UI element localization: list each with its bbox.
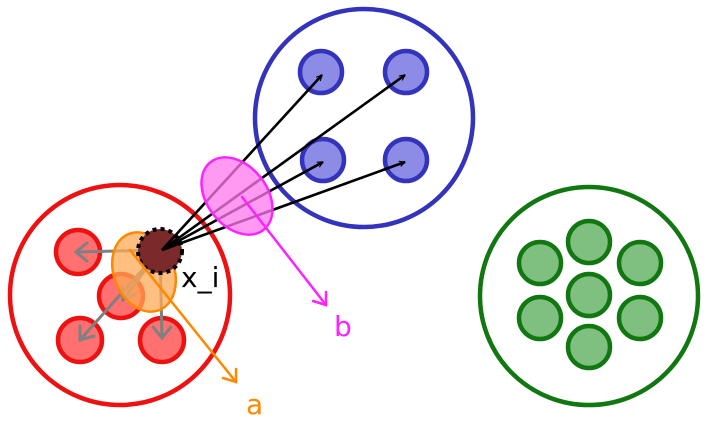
gray-arrow-head [78,324,96,342]
green-point [516,239,564,287]
gray-arrow-head [151,325,173,341]
magenta-arrow-b [240,195,328,307]
green-cluster [477,184,701,408]
red-cluster-boundary [7,182,233,408]
green-point [516,294,564,342]
green-point [565,218,613,266]
blue-point [382,136,430,184]
black-arrow [161,73,405,252]
label-a: a [246,388,263,421]
blue-point [382,48,430,96]
green-point [616,294,664,342]
blue-point [297,48,345,96]
green-cluster-boundary [477,184,701,408]
blue-cluster [252,6,476,230]
green-point [565,271,613,319]
blue-point [299,136,347,184]
xi-label: x_i [181,261,219,294]
green-point [565,323,613,371]
green-point [616,239,664,287]
gray-arrow-head [73,241,89,263]
label-b: b [334,310,352,343]
black-arrow [161,162,405,252]
orange-arrow-a [128,248,238,384]
blue-cluster-boundary [252,6,476,230]
magenta-ellipse-b [200,156,274,236]
black-arrows [161,73,405,252]
